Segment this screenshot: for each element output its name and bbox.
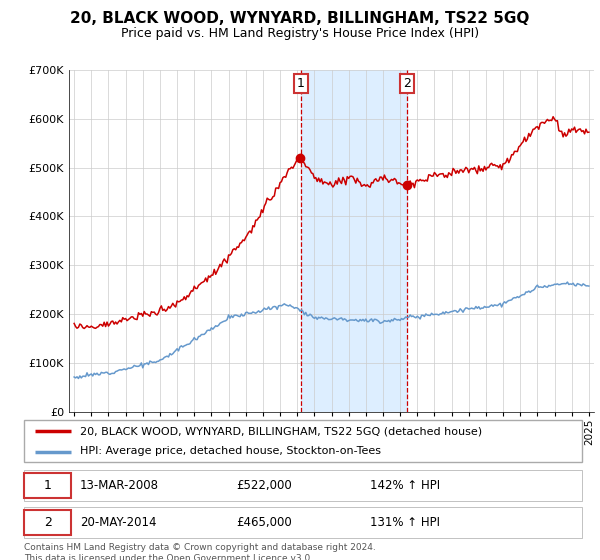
Text: 20, BLACK WOOD, WYNYARD, BILLINGHAM, TS22 5GQ (detached house): 20, BLACK WOOD, WYNYARD, BILLINGHAM, TS2… [80,426,482,436]
Bar [301,70,407,412]
Text: Price paid vs. HM Land Registry's House Price Index (HPI): Price paid vs. HM Land Registry's House … [121,27,479,40]
FancyBboxPatch shape [24,510,71,535]
FancyBboxPatch shape [24,507,582,538]
FancyBboxPatch shape [24,473,71,498]
Text: 142% ↑ HPI: 142% ↑ HPI [370,479,440,492]
Text: 13-MAR-2008: 13-MAR-2008 [80,479,159,492]
Text: £465,000: £465,000 [236,516,292,529]
Text: 1: 1 [296,77,305,90]
Text: 2: 2 [44,516,52,529]
FancyBboxPatch shape [24,470,582,501]
Text: HPI: Average price, detached house, Stockton-on-Tees: HPI: Average price, detached house, Stoc… [80,446,381,456]
Text: 20, BLACK WOOD, WYNYARD, BILLINGHAM, TS22 5GQ: 20, BLACK WOOD, WYNYARD, BILLINGHAM, TS2… [70,11,530,26]
Text: 2: 2 [403,77,411,90]
Text: Contains HM Land Registry data © Crown copyright and database right 2024.
This d: Contains HM Land Registry data © Crown c… [24,543,376,560]
Text: 131% ↑ HPI: 131% ↑ HPI [370,516,440,529]
Text: 1: 1 [44,479,52,492]
Text: £522,000: £522,000 [236,479,292,492]
Text: 20-MAY-2014: 20-MAY-2014 [80,516,156,529]
FancyBboxPatch shape [24,420,582,462]
